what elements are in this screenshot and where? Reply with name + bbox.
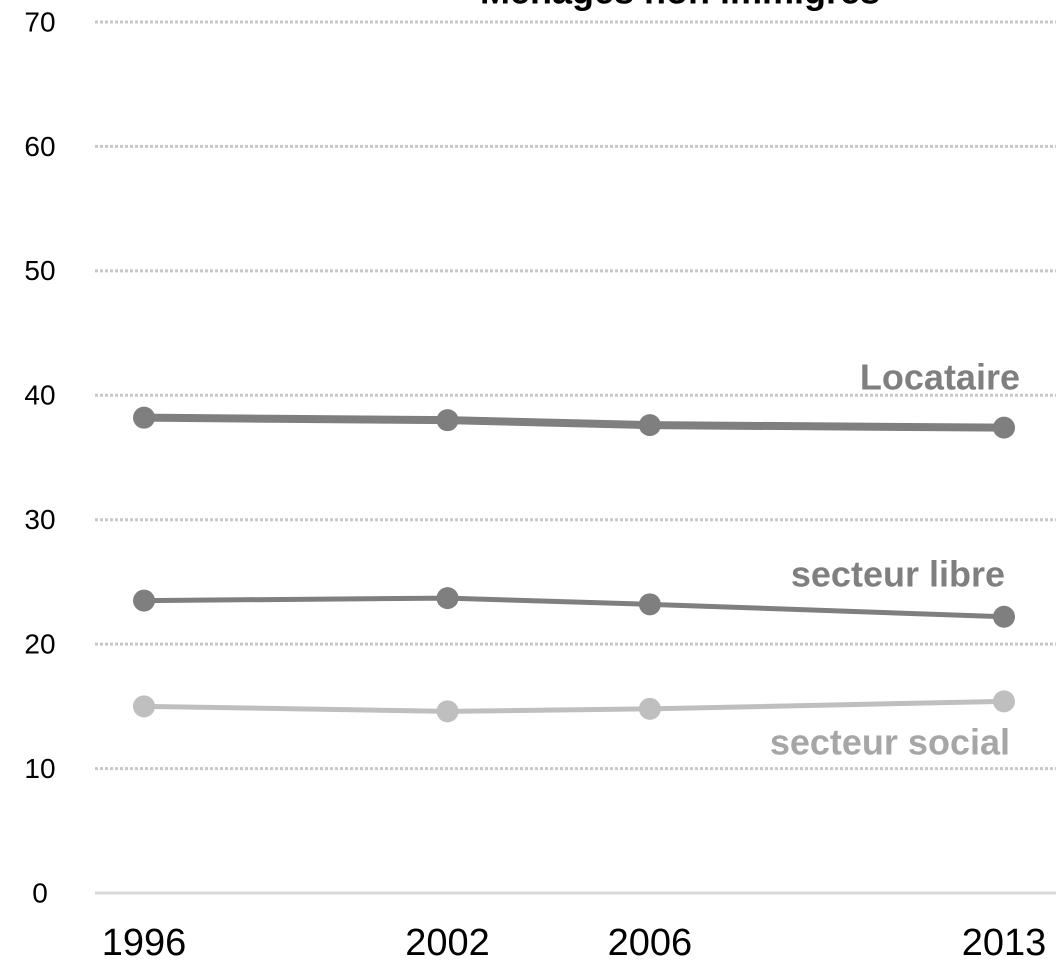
y-tick-label: 60 (24, 131, 55, 162)
series-label: secteur libre (791, 554, 1005, 595)
y-tick-label: 10 (24, 753, 55, 784)
y-tick-label: 40 (24, 380, 55, 411)
series-line (143, 595, 1005, 620)
series-line (143, 698, 1005, 714)
data-point (638, 593, 661, 616)
data-point (436, 587, 459, 610)
x-tick-label: 2013 (962, 922, 1047, 964)
y-tick-label: 0 (32, 877, 48, 908)
data-point (133, 406, 155, 429)
chart-title: Ménages non immigrés (480, 0, 880, 12)
x-tick-label: 2002 (405, 922, 490, 964)
y-tick-label: 50 (24, 255, 55, 286)
y-tick-label: 70 (24, 6, 55, 37)
y-tick-label: 20 (24, 629, 55, 660)
data-point (133, 589, 155, 612)
data-point (993, 690, 1015, 713)
data-point (133, 695, 155, 718)
x-tick-label: 2006 (608, 922, 693, 964)
data-point (993, 605, 1015, 628)
x-tick-label: 1996 (102, 922, 187, 964)
data-point (436, 700, 459, 723)
data-point (436, 409, 459, 432)
y-tick-label: 30 (24, 504, 55, 535)
series-line (143, 413, 1005, 432)
series-label: secteur social (770, 722, 1010, 763)
data-point (993, 416, 1015, 439)
data-point (638, 697, 661, 720)
data-point (638, 414, 661, 437)
series-label: Locataire (860, 357, 1020, 398)
